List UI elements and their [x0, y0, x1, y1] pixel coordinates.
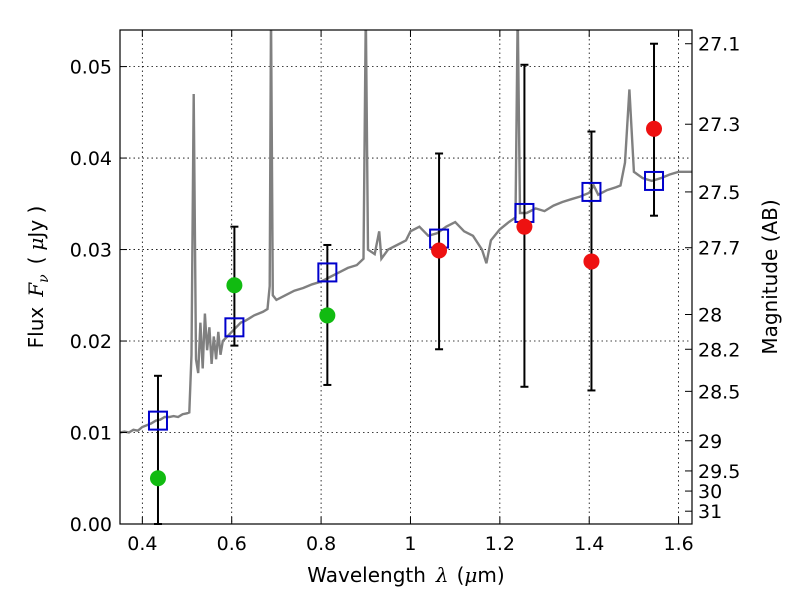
- red-data-point: [516, 218, 533, 235]
- y-tick-label: 0.01: [70, 423, 112, 445]
- y2-tick-label: 27.1: [698, 34, 740, 56]
- y2-tick-label: 27.5: [698, 182, 740, 204]
- green-data-point: [226, 277, 243, 294]
- plot-frame: [119, 29, 693, 525]
- y-tick-label: 0.05: [70, 57, 112, 79]
- x-tick-label: 1.2: [485, 533, 515, 555]
- y2-tick-label: 31: [698, 501, 722, 523]
- red-data-point: [583, 253, 600, 270]
- y-tick-label: 0.00: [70, 514, 112, 536]
- grid-lines: [120, 30, 692, 525]
- y2-tick-label: 27.3: [698, 114, 740, 136]
- green-data-point: [149, 470, 166, 487]
- x-tick-label: 0.6: [217, 533, 247, 555]
- x-tick-label: 1: [404, 533, 416, 555]
- y2-tick-label: 28: [698, 305, 722, 327]
- x-tick-label: 0.4: [127, 533, 157, 555]
- green-data-point: [319, 307, 336, 324]
- model-photometry-square: [581, 181, 602, 202]
- y2-tick-label: 29.5: [698, 461, 740, 483]
- y2-tick-label: 28.2: [698, 339, 740, 361]
- x-tick-label: 0.8: [306, 533, 336, 555]
- x-axis-label: Wavelength λ (μm): [307, 563, 504, 587]
- x-tick-label: 1.4: [574, 533, 604, 555]
- plot-content: [120, 30, 692, 525]
- y2-axis-label: Magnitude (AB): [758, 199, 782, 354]
- y-axis-ticks: 0.00 0.01 0.02 0.03 0.04 0.05: [70, 57, 127, 536]
- y-tick-label: 0.04: [70, 148, 112, 170]
- observed-photometry-points: [149, 120, 663, 487]
- red-data-point: [431, 242, 448, 259]
- y2-tick-label: 30: [698, 481, 722, 503]
- y2-tick-label: 28.5: [698, 381, 740, 403]
- y-tick-label: 0.03: [70, 240, 112, 262]
- model-photometry-square: [317, 262, 338, 283]
- model-spectrum-line: [120, 30, 692, 434]
- x-tick-label: 1.6: [663, 533, 693, 555]
- x-axis-ticks: 0.4 0.6 0.8 1 1.2 1.4 1.6: [127, 30, 694, 555]
- model-photometry-square: [644, 170, 665, 191]
- model-photometry-square: [224, 317, 245, 338]
- y2-tick-label: 29: [698, 431, 722, 453]
- model-photometry-square: [147, 410, 168, 431]
- red-data-point: [646, 120, 663, 137]
- y2-tick-label: 27.7: [698, 238, 740, 260]
- y-axis-label: FluxFν(μJy ): [24, 206, 52, 349]
- model-photometry-markers: [147, 170, 665, 431]
- y-tick-label: 0.02: [70, 331, 112, 353]
